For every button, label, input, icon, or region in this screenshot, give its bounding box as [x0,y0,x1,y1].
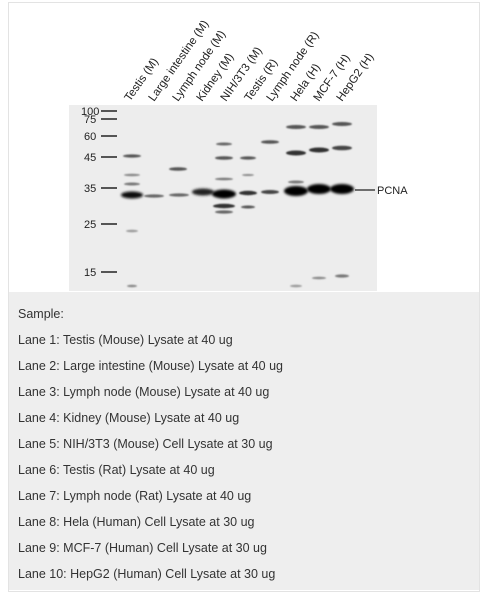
marker-label: 15 [84,267,96,279]
sample-legend: Sample: Lane 1: Testis (Mouse) Lysate at… [9,292,479,590]
marker-label: 45 [84,152,96,164]
marker-ladder: 100 75 60 45 35 25 15 [81,106,117,279]
lane-labels: Testis (M) Large intestine (M) Lymph nod… [123,18,377,104]
band-lane-2 [144,194,164,198]
lane-description: Lane 3: Lymph node (Mouse) Lysate at 40 … [18,385,270,399]
lane-description: Lane 7: Lymph node (Rat) Lysate at 40 ug [18,489,252,503]
sample-heading: Sample: [18,307,64,321]
lane-description: Lane 2: Large intestine (Mouse) Lysate a… [18,359,283,373]
marker-label: 35 [84,183,96,195]
marker-label: 60 [84,131,96,143]
lane-description: Lane 4: Kidney (Mouse) Lysate at 40 ug [18,411,240,425]
lane-description: Lane 8: Hela (Human) Cell Lysate at 30 u… [18,515,255,529]
lane-description: Lane 9: MCF-7 (Human) Cell Lysate at 30 … [18,541,267,555]
band-lane-8 [284,186,308,196]
western-blot-figure: Testis (M) Large intestine (M) Lymph nod… [9,3,479,291]
band-lane-7 [261,190,279,194]
band-lane-6 [239,190,257,196]
lane-description: Lane 5: NIH/3T3 (Mouse) Cell Lysate at 3… [18,437,273,451]
western-blot-svg: Testis (M) Large intestine (M) Lymph nod… [69,18,408,291]
lane-description: Lane 10: HepG2 (Human) Cell Lysate at 30… [18,567,276,581]
marker-label: 25 [84,219,96,231]
blot-bands [121,122,354,288]
lane-description: Lane 1: Testis (Mouse) Lysate at 40 ug [18,333,233,347]
marker-label: 75 [84,114,96,126]
pcna-label: PCNA [377,185,408,197]
band-lane-9 [307,184,331,194]
band-lane-1 [121,191,143,199]
band-lane-5 [212,189,236,199]
band-lane-4 [192,188,214,196]
lane-description: Lane 6: Testis (Rat) Lysate at 40 ug [18,463,215,477]
band-lane-3 [169,193,189,197]
band-lane-10 [330,184,354,194]
marker-label: 100 [81,106,99,118]
